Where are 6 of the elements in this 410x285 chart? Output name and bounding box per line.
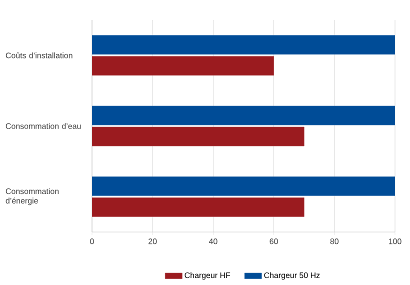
bar <box>92 106 396 126</box>
bar <box>92 176 396 196</box>
bar <box>92 56 274 76</box>
bar <box>92 126 304 146</box>
bar <box>92 197 304 217</box>
bar <box>92 35 396 55</box>
